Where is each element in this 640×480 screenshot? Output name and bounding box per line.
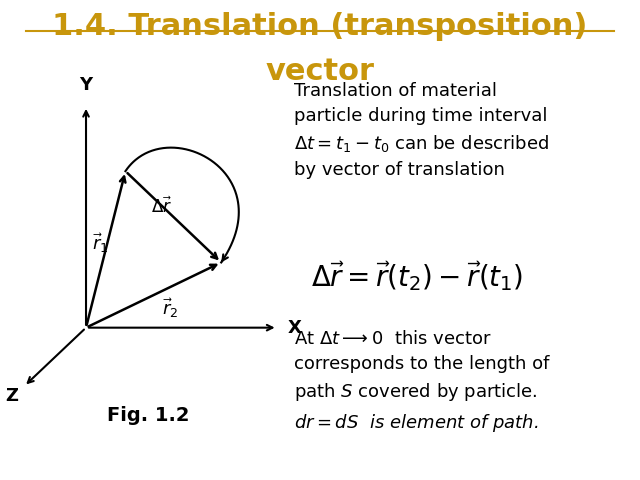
Text: 1.4. Translation (transposition): 1.4. Translation (transposition)	[52, 12, 588, 41]
Text: Y: Y	[79, 76, 93, 94]
Text: Translation of material
particle during time interval
$\Delta t = t_1 - t_0$ can: Translation of material particle during …	[294, 82, 550, 179]
Text: vector: vector	[266, 57, 374, 86]
Text: Fig. 1.2: Fig. 1.2	[107, 406, 189, 425]
Text: $\vec{r}_1$: $\vec{r}_1$	[92, 231, 108, 255]
Text: $\Delta\vec{r} = \vec{r}(t_2) - \vec{r}(t_1)$: $\Delta\vec{r} = \vec{r}(t_2) - \vec{r}(…	[312, 259, 524, 293]
Text: Z: Z	[5, 387, 18, 405]
Text: $\Delta\vec{r}$: $\Delta\vec{r}$	[151, 197, 173, 217]
Text: X: X	[287, 319, 301, 336]
Text: $dr = dS$  is element of path.: $dr = dS$ is element of path.	[294, 412, 539, 434]
Text: At $\Delta t \longrightarrow 0$  this vector
corresponds to the length of
path $: At $\Delta t \longrightarrow 0$ this vec…	[294, 330, 550, 403]
Text: $\vec{r}_2$: $\vec{r}_2$	[163, 296, 179, 320]
